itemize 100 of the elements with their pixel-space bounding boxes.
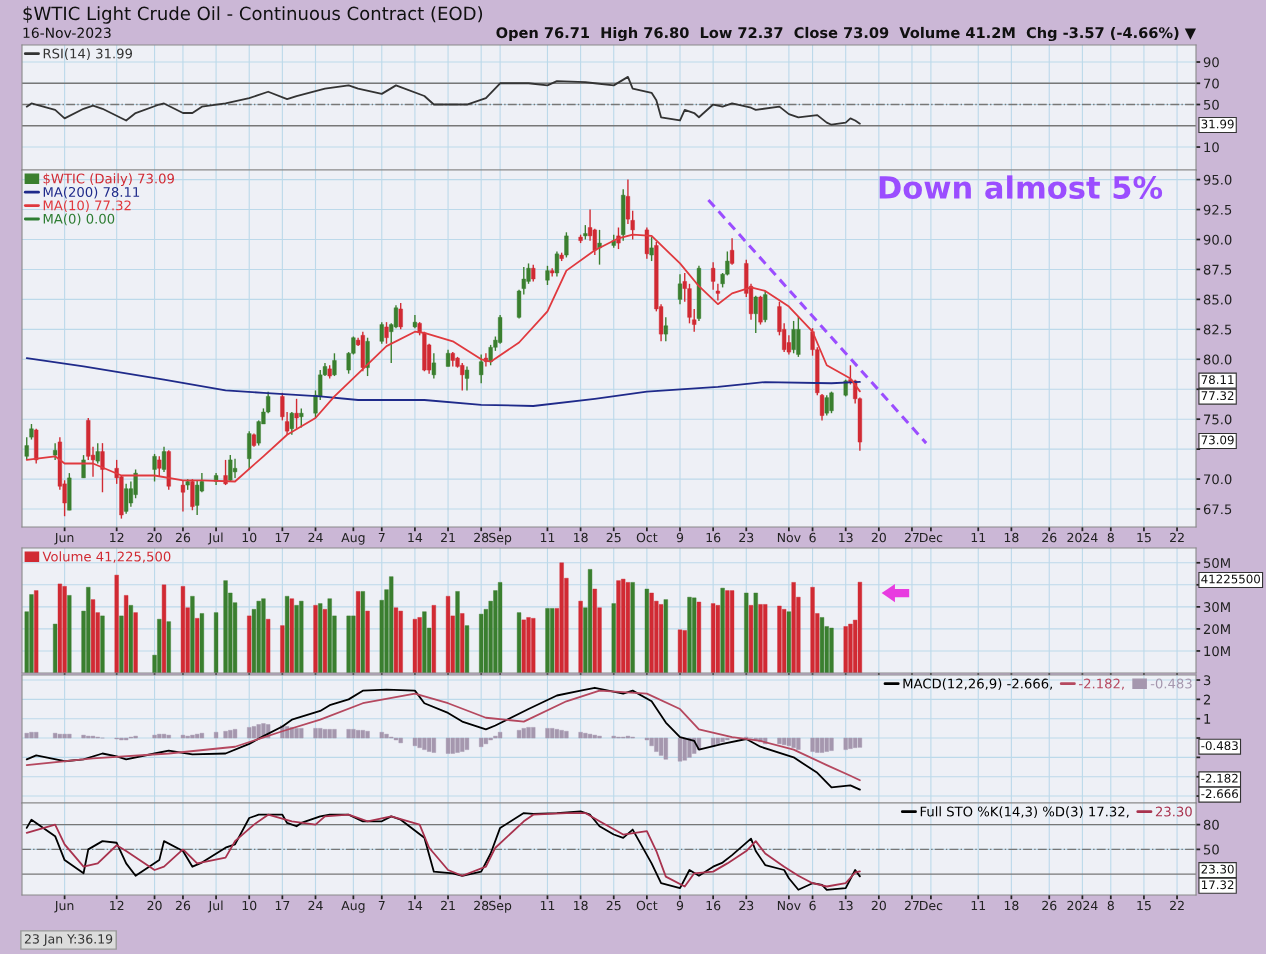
x-tick-label: Sep xyxy=(489,532,512,545)
y-tick-label: 1 xyxy=(1204,714,1211,724)
text: 73.09 xyxy=(1201,435,1234,445)
x-tick-label: 8 xyxy=(1107,900,1114,911)
text: 77.32 xyxy=(1201,391,1234,401)
x-tick-label: 28 xyxy=(474,900,489,911)
x-tick-label: 6 xyxy=(809,532,816,543)
y-tick-label: 30M xyxy=(1203,602,1230,613)
legend-label: Full STO %K(14,3) %D(3) 17.32, xyxy=(920,806,1129,819)
y-tick-label: 95.0 xyxy=(1203,174,1232,185)
x-tick-label: 26 xyxy=(1042,532,1057,543)
x-tick-label: 11 xyxy=(540,532,555,543)
text: -2.666 xyxy=(1201,789,1239,799)
x-tick-label: 6 xyxy=(809,900,816,911)
x-tick-label: Dec xyxy=(920,532,943,543)
x-tick-label: 12 xyxy=(110,532,124,543)
text: 23.30 xyxy=(1201,864,1234,874)
chart-title: $WTIC Light Crude Oil - Continuous Contract (EOD) xyxy=(23,6,483,24)
x-tick-label: 27 xyxy=(904,900,919,911)
x-tick-label: 13 xyxy=(839,900,853,911)
legend-label: 23.30 xyxy=(1155,806,1192,817)
y-tick-label: 2 xyxy=(1203,694,1211,705)
x-tick-label: 11 xyxy=(971,532,986,543)
x-tick-label: Jul xyxy=(207,532,223,545)
x-tick-label: 9 xyxy=(676,900,684,911)
text: Open 76.71 High 76.80 Low 72.37 Close 73.09 Volume 41.2M Chg -3.57 (-4.66%) ▼ xyxy=(496,26,1196,42)
y-tick-label: 90.0 xyxy=(1203,234,1232,245)
x-tick-label: 26 xyxy=(1042,900,1057,911)
text: 41225500 xyxy=(1201,574,1260,584)
x-tick-label: 8 xyxy=(1107,532,1114,543)
legend-label: -0.483 xyxy=(1150,678,1192,689)
text: -0.483 xyxy=(1201,741,1238,751)
x-tick-label: 16 xyxy=(706,900,721,911)
x-tick-label: 11 xyxy=(540,900,555,911)
x-tick-label: 15 xyxy=(1137,900,1151,911)
x-tick-label: 25 xyxy=(606,532,621,543)
y-tick-label: 85.0 xyxy=(1203,294,1232,305)
x-tick-label: 17 xyxy=(275,900,290,911)
y-tick-label: 92.5 xyxy=(1203,204,1232,215)
text: 23 Jan Y:36.19 xyxy=(24,934,113,946)
x-tick-label: 20 xyxy=(147,532,162,543)
legend-label: MA(0) 0.00 xyxy=(43,213,115,226)
y-tick-label: 82.5 xyxy=(1203,324,1232,335)
legend-label: MACD(12,26,9) -2.666, xyxy=(903,678,1053,691)
x-tick-label: Oct xyxy=(636,900,658,911)
x-tick-label: 24 xyxy=(308,532,323,543)
x-tick-label: Nov xyxy=(777,900,801,911)
x-tick-label: 21 xyxy=(441,900,455,911)
text: 78.11 xyxy=(1201,375,1234,385)
x-tick-label: 2024 xyxy=(1067,900,1098,911)
legend-label: Volume 41,225,500 xyxy=(42,551,171,563)
y-tick-label: 50 xyxy=(1203,844,1219,855)
x-tick-label: 11 xyxy=(971,900,986,911)
x-tick-label: 20 xyxy=(871,532,886,543)
x-tick-label: Jun xyxy=(54,532,74,545)
y-tick-label: 50M xyxy=(1203,557,1230,568)
y-tick-label: 67.5 xyxy=(1203,504,1232,515)
x-tick-label: 27 xyxy=(904,532,919,543)
x-tick-label: Nov xyxy=(777,532,801,543)
y-tick-label: 3 xyxy=(1203,675,1211,686)
x-tick-label: Dec xyxy=(920,900,943,911)
y-tick-label: 70 xyxy=(1204,78,1219,89)
x-tick-label: 12 xyxy=(110,900,124,911)
x-tick-label: Jun xyxy=(54,900,74,913)
y-tick-label: 50 xyxy=(1203,99,1219,110)
y-tick-label: 20M xyxy=(1203,624,1230,635)
x-tick-label: 15 xyxy=(1137,532,1151,543)
x-tick-label: 22 xyxy=(1170,532,1184,543)
x-tick-label: 18 xyxy=(574,900,588,911)
x-tick-label: 22 xyxy=(1170,900,1184,911)
legend-label: -2.182, xyxy=(1079,678,1124,690)
x-tick-label: 20 xyxy=(871,900,886,911)
x-tick-label: 17 xyxy=(275,532,290,543)
x-tick-label: 16 xyxy=(706,532,721,543)
x-tick-label: Aug xyxy=(341,532,365,545)
legend-label: $WTIC (Daily) 73.09 xyxy=(43,173,174,187)
x-tick-label: 13 xyxy=(839,532,853,543)
chart-subtitle: 16-Nov-2023 xyxy=(23,27,111,39)
x-tick-label: 2024 xyxy=(1067,532,1098,543)
text: -2.182 xyxy=(1201,773,1238,783)
x-tick-label: 14 xyxy=(408,900,423,911)
x-tick-label: 18 xyxy=(1004,900,1019,911)
x-tick-label: Jul xyxy=(207,900,223,913)
legend-label: MA(10) 77.32 xyxy=(43,200,131,212)
x-tick-label: 23 xyxy=(739,900,754,911)
x-tick-label: Sep xyxy=(489,900,512,913)
x-tick-label: 9 xyxy=(676,532,684,543)
y-tick-label: 80.0 xyxy=(1203,354,1232,365)
y-tick-label: 10M xyxy=(1204,646,1230,657)
x-tick-label: 26 xyxy=(175,532,191,543)
x-tick-label: 25 xyxy=(606,900,621,911)
x-tick-label: 23 xyxy=(739,532,754,543)
x-tick-label: 18 xyxy=(1004,532,1019,543)
x-tick-label: 21 xyxy=(441,532,455,543)
y-tick-label: 80 xyxy=(1203,819,1219,830)
y-tick-label: 70.0 xyxy=(1204,474,1232,485)
x-tick-label: 18 xyxy=(574,532,588,543)
x-tick-label: 26 xyxy=(175,900,191,911)
x-tick-label: 24 xyxy=(308,900,323,911)
annotation: Down almost 5% xyxy=(879,175,1163,200)
